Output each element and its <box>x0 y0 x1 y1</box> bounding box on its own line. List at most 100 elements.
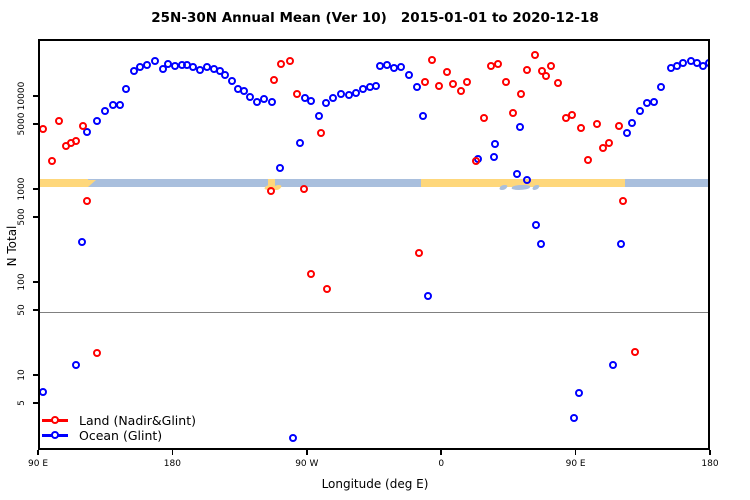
data-point-land <box>615 121 624 130</box>
data-point-ocean <box>71 360 80 369</box>
data-point-ocean <box>636 106 645 115</box>
x-tick-label: 90 E <box>28 459 48 469</box>
data-point-ocean <box>418 111 427 120</box>
data-point-land <box>434 81 443 90</box>
data-point-land <box>48 156 57 165</box>
ocean-coastline-accent <box>510 185 531 190</box>
data-point-ocean <box>628 118 637 127</box>
data-point-ocean <box>40 387 47 396</box>
ocean-band-segment <box>87 178 269 187</box>
data-point-ocean <box>289 433 298 442</box>
x-axis-title: Longitude (deg E) <box>321 477 429 491</box>
y-tick <box>33 374 38 376</box>
data-point-ocean <box>268 97 276 106</box>
data-point-ocean <box>115 100 124 109</box>
x-tick <box>709 450 711 455</box>
data-point-ocean <box>100 106 109 115</box>
legend-marker-land-icon <box>51 415 59 424</box>
data-point-ocean <box>245 92 254 101</box>
data-point-land <box>619 197 628 206</box>
ocean-coastline-accent <box>498 185 509 190</box>
data-point-ocean <box>150 56 159 65</box>
data-point-ocean <box>537 239 546 248</box>
data-point-ocean <box>215 66 224 75</box>
ocean-band-segment <box>625 178 708 187</box>
data-point-ocean <box>371 81 380 90</box>
data-point-land <box>269 75 278 84</box>
data-point-ocean <box>397 63 406 72</box>
data-point-land <box>530 50 539 59</box>
data-point-ocean <box>295 139 304 148</box>
data-point-land <box>83 197 92 206</box>
data-point-land <box>577 124 586 133</box>
data-point-land <box>630 347 639 356</box>
y-tick-label: 1000 <box>17 177 27 201</box>
y-tick <box>33 216 38 218</box>
data-point-land <box>480 114 489 123</box>
data-point-land <box>508 109 517 118</box>
data-point-land <box>93 349 102 358</box>
reference-line-50 <box>40 311 708 314</box>
y-tick <box>33 95 38 97</box>
legend-marker-ocean-icon <box>51 430 59 439</box>
data-point-land <box>599 144 608 153</box>
data-point-land <box>300 185 309 194</box>
data-point-ocean <box>307 96 316 105</box>
y-tick <box>33 123 38 125</box>
x-tick-label: 180 <box>701 459 719 469</box>
data-point-land <box>541 71 550 80</box>
data-point-ocean <box>404 70 413 79</box>
data-point-ocean <box>158 65 167 74</box>
legend-line-land-icon <box>42 415 68 424</box>
data-point-ocean <box>189 63 198 72</box>
data-point-land <box>493 59 502 68</box>
data-point-ocean <box>617 239 626 248</box>
data-point-land <box>277 59 286 68</box>
legend-label-land: Land (Nadir&Glint) <box>79 413 196 428</box>
data-point-ocean <box>515 123 524 132</box>
data-point-ocean <box>83 128 92 137</box>
data-point-land <box>443 68 452 77</box>
data-point-ocean <box>623 129 632 138</box>
data-point-land <box>421 77 430 86</box>
data-point-land <box>307 270 316 279</box>
data-point-land <box>79 121 88 130</box>
data-point-land <box>547 61 556 70</box>
data-point-land <box>449 80 458 89</box>
legend: Land (Nadir&Glint) Ocean (Glint) <box>42 413 196 443</box>
x-tick-label: 180 <box>163 459 181 469</box>
data-point-ocean <box>531 220 540 229</box>
data-point-ocean <box>129 66 138 75</box>
data-point-land <box>285 56 294 65</box>
data-point-ocean <box>108 100 117 109</box>
legend-item-land: Land (Nadir&Glint) <box>42 413 196 428</box>
data-point-ocean <box>490 139 499 148</box>
land-coastline-accent <box>594 180 602 187</box>
y-tick-label: 10000 <box>17 81 27 111</box>
x-tick <box>574 450 577 455</box>
x-tick <box>440 450 442 455</box>
data-point-ocean <box>513 169 522 178</box>
x-tick-label: 0 <box>438 459 445 469</box>
data-point-land <box>316 128 325 137</box>
y-tick-label: 10 <box>17 369 27 381</box>
x-tick-label: 90 E <box>565 459 586 469</box>
y-tick <box>33 281 38 283</box>
data-point-land <box>523 65 532 74</box>
data-point-ocean <box>121 85 130 94</box>
data-point-land <box>40 125 47 134</box>
data-point-ocean <box>78 237 87 246</box>
data-point-land <box>292 89 301 98</box>
legend-line-ocean-icon <box>42 430 68 439</box>
data-point-ocean <box>239 86 248 95</box>
legend-item-ocean: Ocean (Glint) <box>42 428 196 443</box>
data-point-ocean <box>390 64 399 73</box>
data-point-ocean <box>523 176 532 185</box>
data-point-ocean <box>375 62 384 71</box>
data-point-ocean <box>322 98 331 107</box>
chart-title: 25N-30N Annual Mean (Ver 10) 2015-01-01 … <box>151 10 599 26</box>
data-point-ocean <box>413 83 422 92</box>
data-point-land <box>71 137 80 146</box>
data-point-ocean <box>679 58 688 67</box>
data-point-ocean <box>143 60 152 69</box>
